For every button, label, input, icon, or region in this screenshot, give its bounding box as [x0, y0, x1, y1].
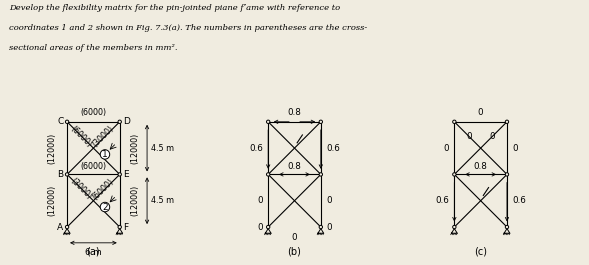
Circle shape	[118, 225, 121, 229]
Text: (6000): (6000)	[69, 124, 94, 149]
Text: (6000): (6000)	[91, 177, 115, 202]
Text: 0.6: 0.6	[435, 196, 449, 205]
Circle shape	[118, 173, 121, 176]
Text: 0.6: 0.6	[512, 196, 526, 205]
Circle shape	[505, 173, 509, 176]
Text: A: A	[57, 223, 64, 232]
Text: 0: 0	[292, 233, 297, 242]
Text: B: B	[57, 170, 64, 179]
Text: 4.5 m: 4.5 m	[151, 196, 174, 205]
Text: coordinates 1 and 2 shown in Fig. 7.3(a). The numbers in parentheses are the cro: coordinates 1 and 2 shown in Fig. 7.3(a)…	[9, 24, 367, 32]
Text: 1: 1	[102, 150, 108, 159]
Circle shape	[505, 225, 509, 229]
Text: 0: 0	[257, 196, 263, 205]
Text: (c): (c)	[474, 247, 487, 257]
Text: 0: 0	[466, 132, 472, 141]
Text: 4.5 m: 4.5 m	[151, 144, 174, 153]
Text: Develop the flexibility matrix for the pin-jointed piane fʼame with reference to: Develop the flexibility matrix for the p…	[9, 4, 340, 12]
Circle shape	[266, 225, 270, 229]
Text: (6000): (6000)	[80, 108, 107, 117]
Text: 0: 0	[444, 144, 449, 153]
Text: 0: 0	[326, 223, 332, 232]
Circle shape	[453, 225, 456, 229]
Text: D: D	[123, 117, 130, 126]
Text: (6000): (6000)	[80, 162, 107, 171]
Circle shape	[100, 150, 110, 159]
Circle shape	[65, 173, 69, 176]
Text: 0: 0	[512, 144, 518, 153]
Text: (a): (a)	[87, 247, 100, 257]
Text: 0.6: 0.6	[326, 144, 340, 153]
Text: (12000): (12000)	[48, 185, 57, 216]
Text: 0.8: 0.8	[287, 108, 302, 117]
Circle shape	[65, 120, 69, 123]
Circle shape	[319, 225, 323, 229]
Circle shape	[453, 120, 456, 123]
Text: 0.6: 0.6	[249, 144, 263, 153]
Text: 0: 0	[326, 196, 332, 205]
Text: (3000): (3000)	[69, 177, 94, 202]
Circle shape	[65, 225, 69, 229]
Text: C: C	[57, 117, 64, 126]
Text: 0: 0	[478, 108, 484, 117]
Circle shape	[100, 202, 110, 212]
Text: 0: 0	[257, 223, 263, 232]
Text: E: E	[123, 170, 129, 179]
Text: 0.8: 0.8	[474, 162, 488, 171]
Circle shape	[118, 120, 121, 123]
Circle shape	[319, 120, 323, 123]
Text: 0: 0	[489, 132, 495, 141]
Text: (12000): (12000)	[130, 132, 139, 164]
Circle shape	[453, 173, 456, 176]
Circle shape	[505, 120, 509, 123]
Circle shape	[266, 120, 270, 123]
Text: (12000): (12000)	[48, 132, 57, 164]
Circle shape	[266, 173, 270, 176]
Text: (3000): (3000)	[91, 124, 115, 149]
Text: 6 m: 6 m	[85, 248, 102, 257]
Text: F: F	[123, 223, 128, 232]
Text: 0.8: 0.8	[287, 162, 302, 171]
Circle shape	[319, 173, 323, 176]
Text: (b): (b)	[287, 247, 302, 257]
Text: 2: 2	[102, 202, 108, 211]
Text: sectional areas of the members in mm².: sectional areas of the members in mm².	[9, 44, 177, 52]
Text: (12000): (12000)	[130, 185, 139, 216]
